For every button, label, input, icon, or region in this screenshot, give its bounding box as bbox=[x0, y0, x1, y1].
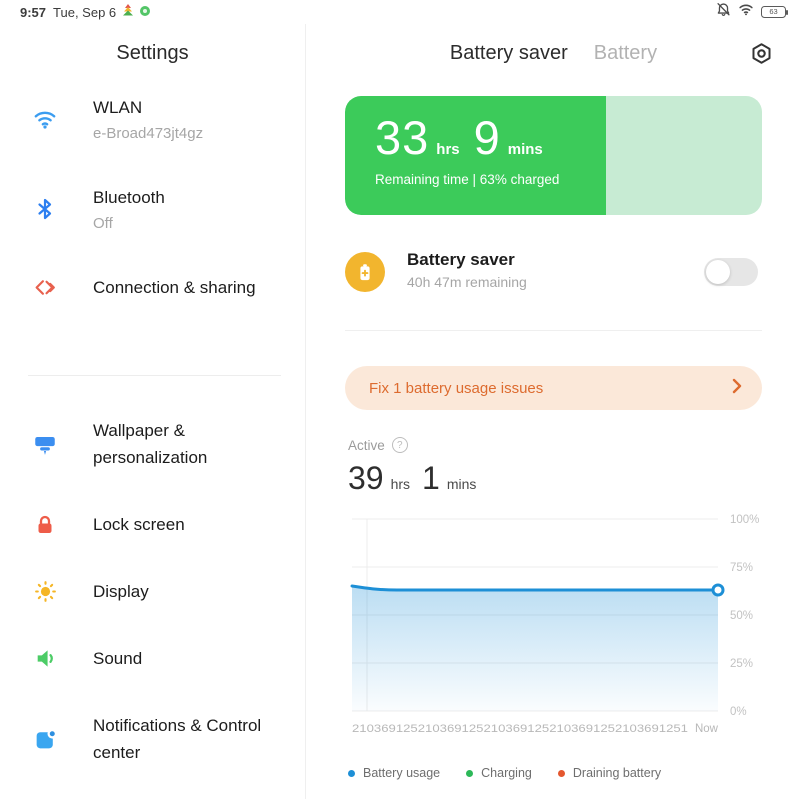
battery-remaining-card: 33 hrs 9 mins Remaining time | 63% charg… bbox=[345, 96, 762, 215]
battery-level-chart: 100% 75% 50% 25% 0% 21036912521036912521… bbox=[350, 514, 759, 735]
battery-percent-text: 63 bbox=[769, 7, 778, 17]
sidebar-item-label: Sound bbox=[93, 649, 143, 668]
active-minutes-unit: mins bbox=[446, 476, 477, 492]
gear-icon[interactable] bbox=[749, 41, 774, 66]
sidebar-item-label: Display bbox=[93, 582, 149, 601]
wifi-icon bbox=[738, 3, 754, 21]
remaining-time: 33 hrs 9 mins bbox=[375, 110, 559, 165]
page-title: Settings bbox=[116, 42, 189, 64]
active-minutes: 1 bbox=[422, 460, 440, 496]
remaining-hours: 33 bbox=[375, 111, 430, 164]
messenger-dot-icon bbox=[140, 3, 151, 21]
lock-icon bbox=[32, 512, 58, 538]
y-tick-0: 0% bbox=[730, 706, 747, 718]
battery-saver-subtitle: 40h 47m remaining bbox=[407, 274, 527, 290]
fix-issues-banner[interactable]: Fix 1 battery usage issues bbox=[345, 366, 762, 410]
sidebar-item-notifications[interactable]: Notifications & Control center bbox=[32, 712, 278, 766]
sidebar-item-sublabel: Off bbox=[93, 215, 113, 232]
sidebar-item-sound[interactable]: Sound bbox=[32, 645, 278, 672]
tab-battery[interactable]: Battery bbox=[593, 42, 658, 64]
question-icon[interactable]: ? bbox=[391, 437, 408, 453]
panel-divider bbox=[345, 330, 762, 331]
wallpaper-brush-icon bbox=[32, 431, 58, 457]
tab-battery-saver[interactable]: Battery saver bbox=[449, 42, 568, 64]
toggle-knob bbox=[706, 260, 730, 284]
fix-issues-label: Fix 1 battery usage issues bbox=[369, 379, 544, 397]
active-time: 39 hrs 1 mins bbox=[348, 460, 488, 497]
remaining-minutes: 9 bbox=[473, 111, 501, 164]
y-tick-50: 50% bbox=[730, 610, 753, 622]
connection-sharing-icon bbox=[32, 275, 58, 301]
legend-draining: Draining battery bbox=[557, 766, 661, 780]
legend-dot-green bbox=[466, 769, 474, 777]
active-label: Active bbox=[348, 437, 385, 453]
sidebar-item-label: Wallpaper & personalization bbox=[93, 421, 208, 467]
legend-battery-usage: Battery usage bbox=[348, 766, 440, 780]
sidebar-item-label: Connection & sharing bbox=[93, 278, 256, 297]
battery-usage-area bbox=[352, 586, 718, 711]
remaining-hours-unit: hrs bbox=[436, 141, 460, 158]
bluetooth-icon bbox=[32, 196, 58, 222]
battery-fill-bar bbox=[345, 96, 606, 215]
active-stats-header: Active ? bbox=[348, 437, 408, 453]
battery-panel: Battery saver Battery 33 hrs 9 mins Rema… bbox=[307, 24, 800, 799]
battery-saver-row[interactable]: Battery saver 40h 47m remaining bbox=[345, 250, 760, 292]
sidebar-item-label: Bluetooth bbox=[93, 188, 165, 207]
sidebar-item-display[interactable]: Display bbox=[32, 578, 278, 605]
legend-dot-blue bbox=[348, 769, 355, 777]
x-tick-labels: 2103691252103691252103691252103691252103… bbox=[352, 723, 688, 735]
current-level-marker bbox=[711, 583, 725, 597]
sidebar-item-connection-sharing[interactable]: Connection & sharing bbox=[32, 274, 278, 301]
active-hours-unit: hrs bbox=[390, 476, 411, 492]
chart-legend: Battery usage Charging Draining battery bbox=[348, 766, 661, 780]
notification-badge-icon bbox=[32, 726, 58, 752]
battery-saver-toggle[interactable] bbox=[704, 258, 758, 286]
y-tick-100: 100% bbox=[730, 514, 759, 526]
speaker-icon bbox=[32, 646, 58, 672]
battery-saver-title: Battery saver bbox=[407, 250, 515, 269]
sidebar-item-sublabel: e-Broad473jt4gz bbox=[93, 125, 204, 142]
battery-plus-icon bbox=[345, 252, 385, 292]
clock: 9:57 bbox=[20, 4, 47, 20]
battery-icon: 63 bbox=[761, 6, 789, 18]
sidebar-item-label: Notifications & Control center bbox=[93, 716, 262, 762]
status-bar: 9:57 Tue, Sep 6 bbox=[0, 0, 800, 24]
notification-app-icon bbox=[123, 3, 134, 21]
x-tick-now: Now bbox=[695, 723, 719, 735]
chevron-right-icon bbox=[732, 378, 742, 399]
settings-sidebar: Settings WLAN e-Broad473jt4gz bbox=[0, 24, 306, 799]
sidebar-divider bbox=[28, 375, 281, 376]
y-tick-25: 25% bbox=[730, 658, 753, 670]
legend-charging: Charging bbox=[466, 766, 532, 780]
wifi-icon bbox=[32, 106, 58, 132]
legend-dot-orange bbox=[557, 769, 565, 777]
battery-tabs: Battery saver Battery bbox=[307, 42, 800, 65]
sidebar-item-lock-screen[interactable]: Lock screen bbox=[32, 511, 278, 538]
sidebar-item-bluetooth[interactable]: Bluetooth Off bbox=[32, 184, 278, 234]
sidebar-item-label: Lock screen bbox=[93, 515, 185, 534]
mute-icon bbox=[716, 2, 731, 22]
y-tick-75: 75% bbox=[730, 562, 753, 574]
battery-usage-line bbox=[350, 584, 720, 592]
remaining-caption: Remaining time | 63% charged bbox=[375, 172, 560, 187]
sidebar-item-wlan[interactable]: WLAN e-Broad473jt4gz bbox=[32, 94, 278, 144]
sun-icon bbox=[32, 579, 58, 605]
status-date: Tue, Sep 6 bbox=[53, 4, 117, 20]
sidebar-item-wallpaper[interactable]: Wallpaper & personalization bbox=[32, 417, 278, 471]
sidebar-item-label: WLAN bbox=[93, 98, 143, 117]
remaining-minutes-unit: mins bbox=[507, 141, 543, 158]
active-hours: 39 bbox=[348, 460, 384, 496]
